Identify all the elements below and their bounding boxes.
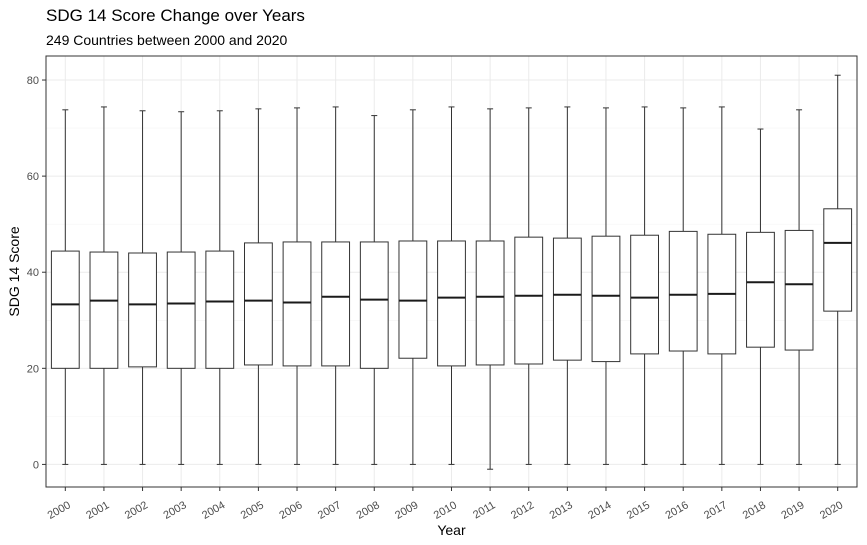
box-2004	[205, 110, 235, 465]
x-tick-label: 2006	[277, 499, 304, 522]
y-tick-label: 40	[27, 267, 39, 279]
x-tick-label: 2020	[818, 499, 845, 522]
x-tick-label: 2016	[664, 499, 691, 522]
box-iqr	[244, 242, 273, 366]
x-tick-label: 2013	[548, 499, 575, 522]
x-tick-label: 2002	[123, 499, 150, 522]
x-axis: 2000 2001 2002 2003 2004 2005 2006 2007 2008 2009…	[46, 487, 845, 522]
box-series	[50, 74, 853, 470]
box-iqr	[359, 241, 389, 369]
x-tick-label: 2007	[316, 499, 343, 522]
y-tick-label: 80	[27, 75, 39, 87]
box-2013	[552, 106, 582, 465]
x-tick-label: 2010	[432, 499, 459, 522]
x-tick-label: 2008	[355, 499, 382, 522]
y-tick-label: 60	[27, 171, 39, 183]
box-iqr	[89, 251, 119, 369]
x-tick-label: 2009	[393, 499, 420, 522]
x-tick-label: 2017	[702, 499, 729, 522]
chart-subtitle: 249 Countries between 2000 and 2020	[46, 32, 288, 48]
x-tick-label: 2018	[741, 499, 768, 522]
y-tick-label: 20	[27, 363, 39, 375]
y-axis-title: SDG 14 Score	[6, 226, 22, 316]
x-tick-label: 2011	[471, 499, 497, 521]
x-axis-title: Year	[437, 522, 466, 538]
box-2014	[591, 107, 621, 465]
box-2017	[707, 106, 737, 465]
chart-title: SDG 14 Score Change over Years	[46, 6, 305, 25]
x-tick-label: 2014	[586, 499, 613, 522]
box-iqr	[746, 231, 775, 348]
box-iqr	[166, 251, 196, 369]
box-2009	[398, 109, 428, 465]
box-iqr	[823, 208, 853, 312]
box-iqr	[552, 237, 582, 361]
y-tick-label: 0	[33, 459, 39, 471]
box-iqr	[128, 252, 157, 368]
box-2008	[359, 115, 389, 465]
x-tick-label: 2004	[200, 499, 227, 522]
box-2007	[321, 106, 351, 465]
box-iqr	[591, 235, 621, 363]
box-iqr	[630, 234, 659, 355]
box-2000	[50, 109, 80, 465]
box-2016	[668, 107, 698, 465]
box-2012	[514, 107, 544, 465]
box-2002	[128, 110, 157, 465]
box-2006	[282, 107, 312, 465]
box-iqr	[514, 236, 544, 365]
box-iqr	[475, 240, 505, 366]
box-iqr	[668, 230, 698, 352]
box-2020	[823, 74, 853, 465]
box-iqr	[321, 241, 351, 367]
x-tick-label: 2012	[509, 499, 536, 522]
box-2018	[746, 128, 775, 465]
box-iqr	[784, 229, 814, 351]
box-2001	[89, 106, 119, 465]
x-tick-label: 2019	[779, 499, 806, 522]
x-tick-label: 2003	[161, 499, 188, 522]
box-2003	[166, 111, 196, 465]
x-tick-label: 2005	[239, 499, 266, 522]
box-iqr	[205, 250, 235, 369]
box-iqr	[437, 240, 466, 367]
box-2019	[784, 109, 814, 465]
box-2010	[437, 106, 466, 465]
x-tick-label: 2000	[46, 499, 73, 522]
box-2015	[630, 106, 659, 465]
box-iqr	[282, 241, 312, 367]
box-2005	[244, 108, 273, 465]
x-tick-label: 2001	[84, 499, 111, 522]
x-tick-label: 2015	[625, 499, 652, 522]
box-iqr	[50, 250, 80, 369]
y-axis: 0 20 40 60 80	[27, 75, 46, 471]
box-2011	[475, 108, 505, 470]
